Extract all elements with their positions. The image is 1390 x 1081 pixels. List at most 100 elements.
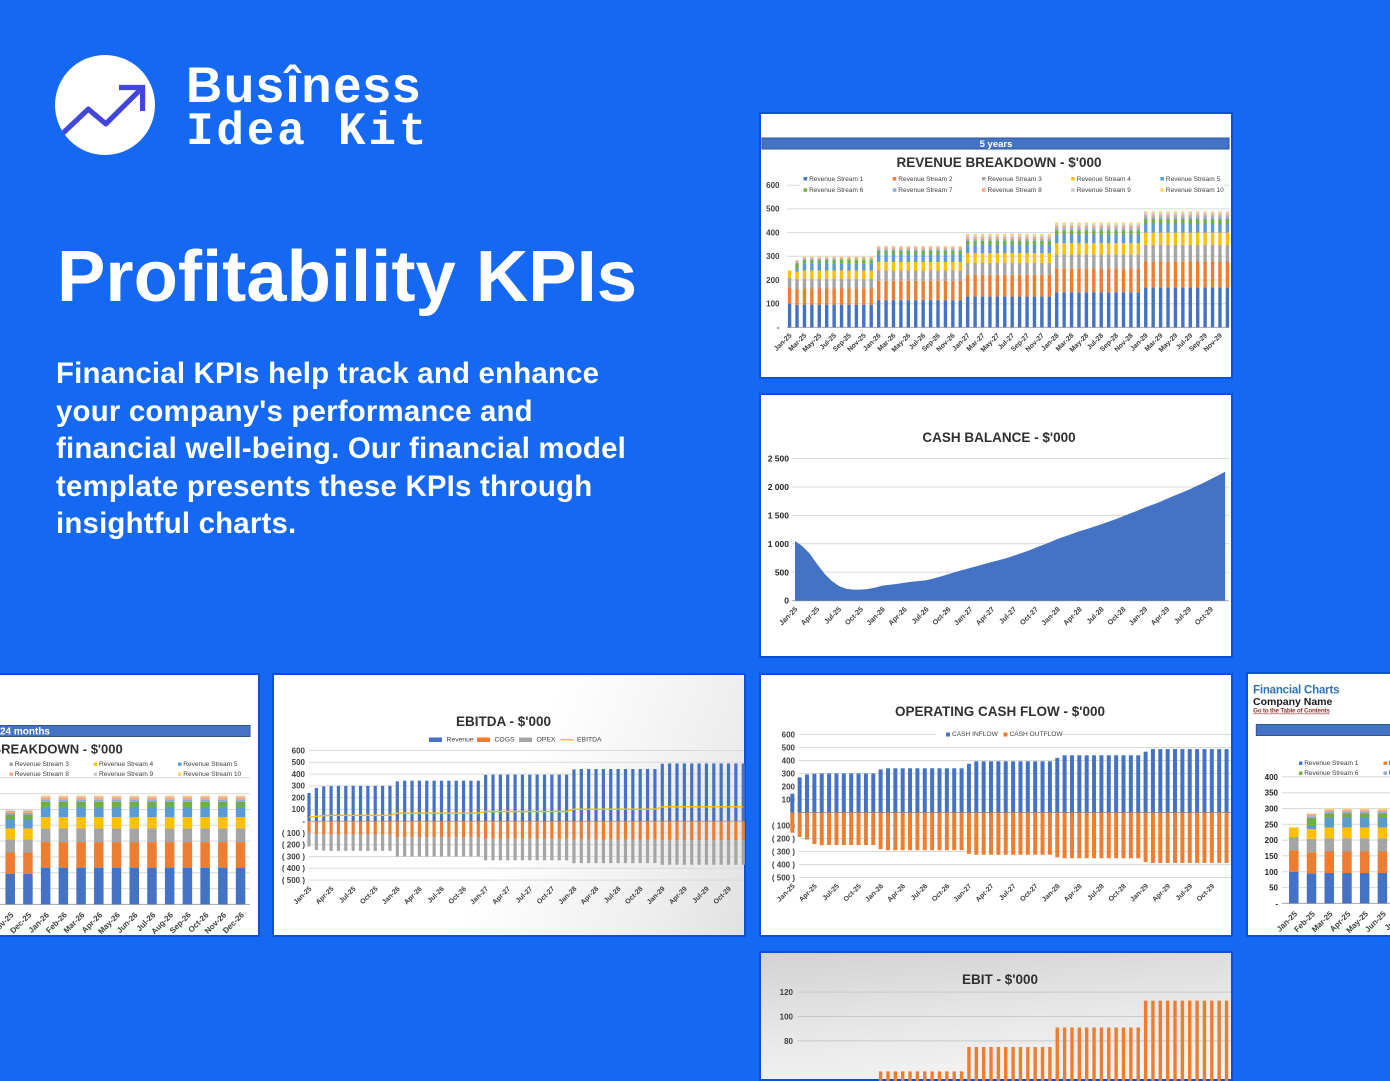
svg-text:300: 300 [292, 782, 306, 791]
svg-text:Oct-27: Oct-27 [536, 885, 556, 905]
svg-text:Apr-28: Apr-28 [1061, 605, 1083, 627]
svg-text:Company Name: Company Name [1253, 696, 1333, 708]
svg-text:COGS: COGS [495, 737, 515, 744]
svg-text:( 400 ): ( 400 ) [282, 864, 305, 873]
svg-text:Jan-28: Jan-28 [1041, 883, 1062, 904]
svg-text:Oct-28: Oct-28 [624, 885, 644, 905]
svg-text:Jul-28: Jul-28 [603, 886, 622, 905]
svg-text:600: 600 [782, 730, 796, 739]
svg-text:Oct-27: Oct-27 [1018, 605, 1040, 627]
svg-text:Jul-25: Jul-25 [822, 883, 841, 902]
svg-text:Jul-25: Jul-25 [338, 885, 357, 904]
svg-text:400: 400 [1265, 773, 1279, 782]
svg-text:Apr-25: Apr-25 [798, 883, 819, 904]
svg-text:EBITDA - $'000: EBITDA - $'000 [456, 714, 551, 729]
svg-text:Jan-29: Jan-29 [1129, 883, 1150, 904]
svg-text:200: 200 [1265, 836, 1279, 845]
svg-text:120: 120 [780, 988, 794, 997]
svg-text:Oct-26: Oct-26 [448, 885, 468, 905]
svg-text:500: 500 [782, 743, 796, 752]
svg-text:Jul-27: Jul-27 [515, 885, 534, 904]
svg-text:( 300 ): ( 300 ) [282, 852, 305, 861]
svg-text:5 years: 5 years [980, 139, 1013, 150]
svg-text:300: 300 [1265, 805, 1279, 814]
svg-text:Revenue Stream 8: Revenue Stream 8 [988, 187, 1043, 194]
svg-text:Revenue Stream 5: Revenue Stream 5 [183, 761, 238, 768]
svg-text:Jan-28: Jan-28 [1039, 605, 1061, 627]
svg-text:Jul-29: Jul-29 [1172, 605, 1193, 626]
svg-text:Jan-25: Jan-25 [293, 885, 314, 906]
svg-text:Apr-26: Apr-26 [403, 885, 424, 906]
svg-text:500: 500 [766, 205, 780, 214]
svg-text:Jul-26: Jul-26 [910, 605, 931, 626]
svg-text:( 500 ): ( 500 ) [282, 876, 305, 885]
svg-text:Apr-27: Apr-27 [491, 886, 512, 907]
svg-text:Jul-26: Jul-26 [427, 885, 446, 904]
svg-text:CASH OUTFLOW: CASH OUTFLOW [1010, 731, 1064, 738]
svg-text:Jan-27: Jan-27 [953, 883, 974, 904]
svg-text:400: 400 [782, 756, 796, 765]
svg-text:Revenue Stream 3: Revenue Stream 3 [15, 761, 70, 768]
svg-text:( 100 ): ( 100 ) [282, 829, 305, 838]
svg-text:Jan-26: Jan-26 [864, 883, 885, 904]
svg-text:500: 500 [775, 567, 789, 577]
svg-text:-: - [777, 323, 780, 332]
svg-text:Jan-25: Jan-25 [777, 605, 799, 627]
svg-text:500: 500 [292, 758, 306, 767]
svg-text:24 months: 24 months [0, 727, 50, 738]
svg-text:300: 300 [766, 252, 780, 261]
svg-text:80: 80 [784, 1037, 793, 1046]
svg-text:1 500: 1 500 [768, 510, 790, 520]
svg-text:Revenue Stream 5: Revenue Stream 5 [1166, 176, 1221, 183]
svg-text:250: 250 [1265, 820, 1279, 829]
svg-text:Financial Charts: Financial Charts [1253, 685, 1339, 697]
svg-text:100: 100 [780, 1013, 794, 1022]
svg-text:Revenue Stream 9: Revenue Stream 9 [1077, 187, 1132, 194]
svg-text:Oct-27: Oct-27 [1019, 883, 1039, 903]
svg-text:Jul-28: Jul-28 [1087, 883, 1106, 902]
svg-text:Apr-28: Apr-28 [1063, 883, 1084, 904]
svg-text:Oct-29: Oct-29 [1196, 883, 1216, 903]
svg-text:Jan-28: Jan-28 [558, 885, 579, 906]
svg-text:OPEX: OPEX [537, 737, 556, 744]
svg-text:REVENUE BREAKDOWN - $'000: REVENUE BREAKDOWN - $'000 [897, 155, 1102, 170]
svg-text:Revenue Stream 4: Revenue Stream 4 [1077, 176, 1132, 183]
svg-text:2 000: 2 000 [768, 482, 790, 492]
svg-text:Revenue Stream 6: Revenue Stream 6 [809, 187, 864, 194]
svg-text:Apr-29: Apr-29 [1149, 605, 1171, 627]
svg-text:Apr-27: Apr-27 [975, 883, 996, 904]
svg-text:Revenue Stream 6: Revenue Stream 6 [1304, 770, 1359, 777]
svg-text:Oct-25: Oct-25 [843, 883, 863, 903]
svg-text:Jan-26: Jan-26 [864, 605, 886, 627]
svg-text:( 200 ): ( 200 ) [282, 841, 305, 850]
svg-text:Apr-26: Apr-26 [886, 605, 908, 627]
svg-text:( 400 ): ( 400 ) [772, 860, 795, 869]
svg-text:150: 150 [1265, 852, 1279, 861]
svg-text:Revenue Stream 10: Revenue Stream 10 [1166, 187, 1224, 194]
svg-text:Oct-26: Oct-26 [931, 883, 951, 903]
svg-text:100: 100 [1265, 868, 1279, 877]
svg-text:CASH INFLOW: CASH INFLOW [952, 731, 999, 738]
svg-text:Jan-29: Jan-29 [1127, 605, 1149, 627]
svg-text:( 200 ): ( 200 ) [772, 834, 795, 843]
svg-text:Revenue Stream 4: Revenue Stream 4 [99, 761, 154, 768]
svg-text:350: 350 [1265, 789, 1279, 798]
svg-text:200: 200 [766, 276, 780, 285]
svg-text:Jul-26: Jul-26 [910, 883, 929, 902]
svg-text:REVENUE BREAKDOWN - $'000: REVENUE BREAKDOWN - $'000 [0, 742, 123, 757]
svg-text:300: 300 [782, 769, 796, 778]
svg-text:Apr-25: Apr-25 [799, 605, 821, 627]
svg-text:100: 100 [766, 300, 780, 309]
svg-text:200: 200 [292, 793, 306, 802]
svg-text:Jul-28: Jul-28 [1085, 605, 1106, 626]
svg-text:EBIT - $'000: EBIT - $'000 [962, 972, 1038, 987]
svg-text:Revenue Stream 3: Revenue Stream 3 [988, 176, 1043, 183]
svg-text:EBITDA: EBITDA [577, 737, 602, 744]
svg-text:-: - [302, 817, 305, 826]
svg-text:Apr-26: Apr-26 [886, 883, 907, 904]
svg-text:Revenue Stream 1: Revenue Stream 1 [809, 176, 864, 183]
svg-text:Revenue: Revenue [447, 737, 474, 744]
svg-text:Jan-29: Jan-29 [646, 885, 667, 906]
svg-text:50: 50 [1269, 884, 1278, 893]
svg-text:Jul-25: Jul-25 [822, 605, 843, 626]
